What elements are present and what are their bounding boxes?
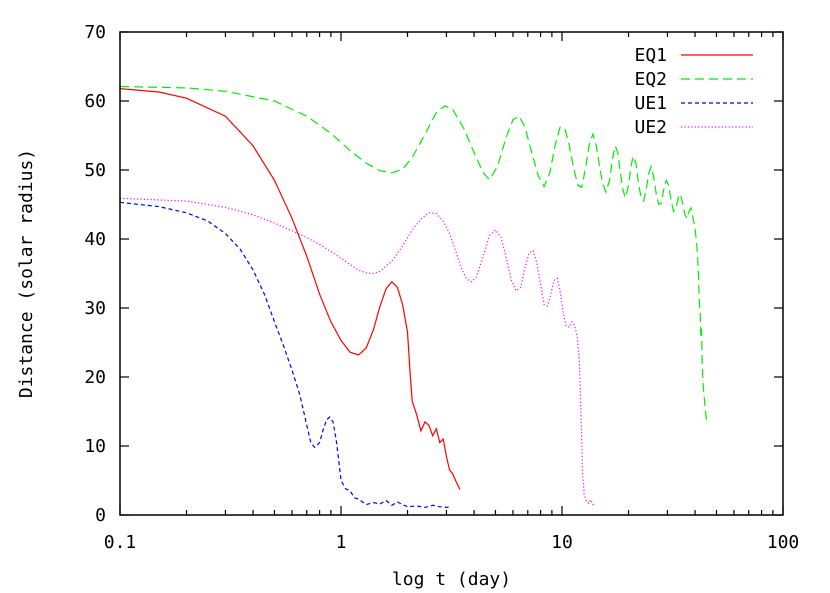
plot-lines	[119, 85, 708, 509]
series-line-ue2	[119, 197, 596, 506]
y-tick-label: 20	[84, 367, 106, 388]
series-line-eq1	[119, 88, 461, 490]
x-tick-label: 10	[551, 532, 573, 553]
x-axis-label: log t (day)	[392, 569, 511, 590]
y-axis-label: Distance (solar radius)	[16, 149, 37, 398]
y-tick-label: 70	[84, 22, 106, 43]
legend-label-eq1: EQ1	[634, 45, 667, 66]
x-tick-label: 100	[767, 532, 800, 553]
legend: EQ1 EQ2 UE1 UE2	[634, 45, 753, 138]
series-line-eq2	[119, 85, 708, 423]
legend-label-ue2: UE2	[634, 117, 667, 138]
legend-label-eq2: EQ2	[634, 69, 667, 90]
y-tick-label: 40	[84, 229, 106, 250]
legend-label-ue1: UE1	[634, 93, 667, 114]
y-tick-label: 60	[84, 91, 106, 112]
axis-ticks	[119, 31, 784, 516]
tick-labels: 0 10 20 30 40 50 60 70 0.1 1 10 100	[84, 22, 799, 553]
x-tick-label: 0.1	[104, 532, 137, 553]
y-tick-label: 50	[84, 160, 106, 181]
series-line-ue1	[119, 201, 450, 509]
y-tick-label: 0	[95, 505, 106, 526]
y-tick-label: 10	[84, 436, 106, 457]
plot-frame	[119, 31, 784, 516]
x-tick-label: 1	[336, 532, 347, 553]
y-tick-label: 30	[84, 298, 106, 319]
